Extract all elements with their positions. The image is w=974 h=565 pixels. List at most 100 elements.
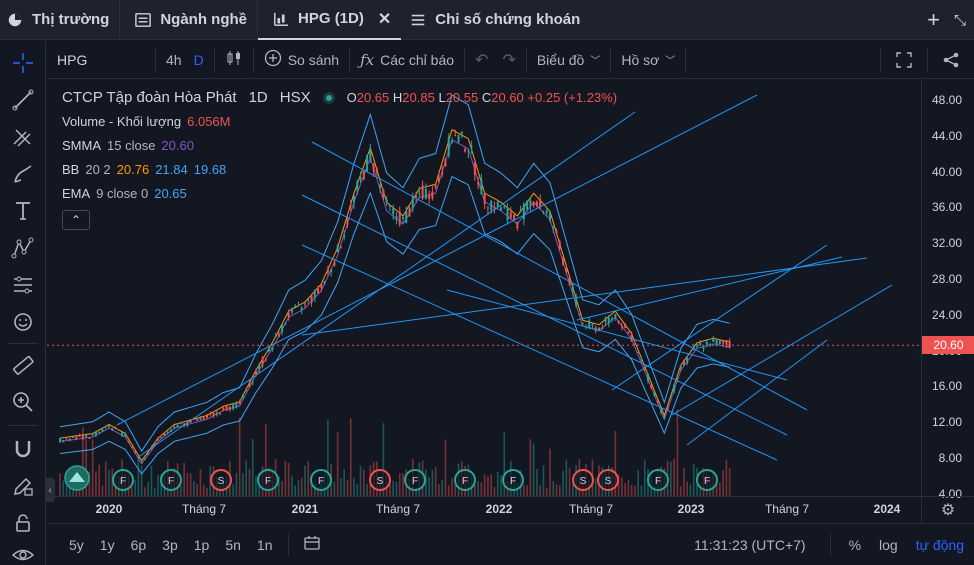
- magnet-icon[interactable]: [9, 435, 37, 463]
- lock-drawings-pencil-icon[interactable]: [9, 472, 37, 500]
- undo-icon[interactable]: ↶: [475, 51, 489, 69]
- chart-style-button[interactable]: [215, 41, 253, 79]
- symbol-search[interactable]: HPG: [47, 41, 155, 79]
- price-axis[interactable]: 48.0044.0040.0036.0032.0028.0024.0020.00…: [921, 80, 974, 501]
- dividend-event-marker: [112, 469, 134, 491]
- redo-icon[interactable]: ↷: [502, 51, 516, 69]
- range-button-5n[interactable]: 5n: [225, 536, 241, 553]
- candle-body: [108, 426, 110, 428]
- event-marker-letter: F: [168, 476, 174, 487]
- volume-bar: [480, 481, 483, 496]
- tab-hpg-chart[interactable]: HPG (1D) ✕: [258, 0, 402, 40]
- compare-button[interactable]: So sánh: [254, 41, 349, 79]
- volume-bar: [343, 469, 345, 496]
- interval-selector: 4h D: [156, 41, 214, 79]
- candle-body: [480, 179, 483, 195]
- candle-body: [457, 135, 460, 143]
- brush-icon[interactable]: [9, 160, 37, 188]
- crosshair-icon[interactable]: [9, 49, 37, 77]
- candle-body: [268, 348, 271, 352]
- range-button-3p[interactable]: 3p: [162, 536, 178, 553]
- candle-body: [673, 384, 676, 392]
- range-button-6p[interactable]: 6p: [130, 536, 147, 553]
- volume-bar: [493, 487, 496, 496]
- legend-smma[interactable]: SMMA 15 close 20.60: [62, 138, 194, 153]
- volume-bar: [150, 465, 153, 496]
- text-tool-icon[interactable]: [9, 197, 37, 225]
- percent-scale-button[interactable]: %: [848, 537, 862, 553]
- volume-bar: [523, 485, 525, 496]
- volume-bar: [487, 476, 489, 496]
- interval-d-button[interactable]: D: [193, 51, 204, 68]
- fullscreen-icon[interactable]: [881, 41, 927, 79]
- lock-icon[interactable]: [9, 509, 37, 537]
- tab-stock-index[interactable]: Chỉ số chứng khoán: [401, 0, 590, 40]
- trend-line-icon[interactable]: [9, 86, 37, 114]
- tab-label: HPG (1D): [298, 10, 364, 27]
- log-scale-button[interactable]: log: [879, 537, 898, 553]
- volume-bar: [144, 487, 146, 496]
- candle-body: [486, 207, 489, 209]
- legend-exchange: HSX: [279, 89, 311, 106]
- tab-market[interactable]: Thị trường: [0, 0, 119, 40]
- range-button-1y[interactable]: 1y: [99, 536, 115, 553]
- candle-body: [689, 351, 692, 353]
- auto-scale-button[interactable]: tự động: [915, 537, 964, 553]
- candle-body: [395, 216, 398, 220]
- volume-bar: [542, 465, 545, 496]
- go-to-date-icon[interactable]: [295, 534, 329, 555]
- toolbar-collapse-handle[interactable]: ‹: [45, 478, 55, 502]
- legend-volume[interactable]: Volume - Khối lượng 6.056M: [62, 114, 231, 129]
- chart-type-dropdown[interactable]: Biểu đồ ﹀: [527, 41, 610, 79]
- volume-bar: [278, 476, 280, 496]
- candle-body: [496, 201, 499, 207]
- candle-body: [679, 365, 682, 369]
- divider: [155, 46, 156, 73]
- trend-line: [576, 256, 843, 321]
- range-button-5y[interactable]: 5y: [69, 536, 84, 553]
- legend-bb[interactable]: BB 20 2 20.76 21.84 19.68: [62, 162, 227, 177]
- range-button-1n[interactable]: 1n: [256, 536, 273, 553]
- function-icon: ƒx: [360, 50, 375, 69]
- settings-gear-icon[interactable]: ⚙: [921, 496, 974, 522]
- candle-body: [467, 150, 470, 152]
- time-axis[interactable]: 2020 Tháng 7 2021 Tháng 7 2022 Tháng 7 2023 Thá…: [47, 496, 921, 522]
- candle-body: [333, 262, 336, 266]
- candle-body: [277, 333, 280, 337]
- legend-ema[interactable]: EMA 9 close 0 20.65: [62, 186, 187, 201]
- candle-body: [251, 381, 254, 383]
- zoom-in-icon[interactable]: [9, 388, 37, 416]
- pattern-icon[interactable]: [9, 234, 37, 262]
- interval-4h-button[interactable]: 4h: [166, 51, 182, 68]
- candle-body: [209, 413, 212, 415]
- indicators-button[interactable]: ƒx Các chỉ báo: [350, 41, 464, 79]
- candle-body: [509, 212, 512, 218]
- ruler-icon[interactable]: [9, 351, 37, 379]
- prediction-icon[interactable]: [9, 271, 37, 299]
- candle-body: [196, 418, 199, 421]
- legend-collapse-button[interactable]: ⌃: [62, 210, 90, 230]
- share-icon[interactable]: [928, 41, 974, 79]
- volume-bar: [621, 477, 623, 496]
- eye-icon[interactable]: [9, 541, 37, 565]
- chart-legend: CTCP Tập đoàn Hòa Phát 1D HSX O20.65 H20…: [62, 86, 617, 230]
- candle-body: [219, 413, 222, 415]
- profile-dropdown[interactable]: Hồ sơ ﹀: [611, 41, 685, 79]
- add-tab-icon[interactable]: +: [927, 7, 940, 32]
- range-button-1p[interactable]: 1p: [193, 536, 210, 553]
- candle-body: [153, 443, 156, 447]
- fib-tool-icon[interactable]: [9, 123, 37, 151]
- dividend-event-marker: [647, 469, 669, 491]
- candle-body: [529, 200, 532, 207]
- tab-industry[interactable]: Ngành nghề: [120, 0, 257, 40]
- close-icon[interactable]: ✕: [377, 10, 392, 28]
- volume-bar: [356, 484, 359, 496]
- trend-line: [311, 141, 808, 411]
- tabbar-actions: + ⤡: [927, 0, 966, 40]
- emoji-icon[interactable]: [9, 308, 37, 336]
- candle-body: [402, 217, 404, 219]
- volume-bar: [562, 471, 564, 496]
- collapse-icon[interactable]: ⤡: [953, 11, 966, 29]
- candle-body: [117, 429, 120, 431]
